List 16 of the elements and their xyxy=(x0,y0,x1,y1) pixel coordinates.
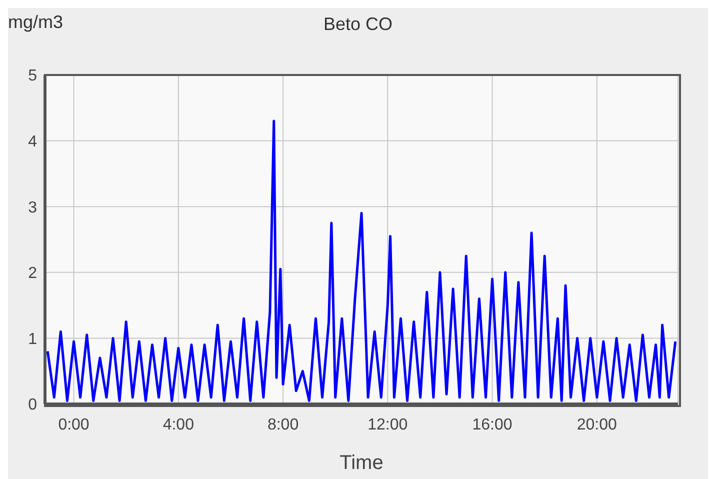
y-tick-label: 4 xyxy=(28,133,38,150)
y-tick-label: 3 xyxy=(28,199,38,216)
y-axis-title: mg/m3 xyxy=(8,12,64,33)
x-tick-label: 12:00 xyxy=(368,416,408,434)
x-tick-label: 0:00 xyxy=(58,416,90,434)
y-tick-label: 5 xyxy=(28,68,38,85)
y-tick-label: 0 xyxy=(28,396,38,414)
x-tick-label: 20:00 xyxy=(576,416,618,434)
x-tick-label: 16:00 xyxy=(472,416,512,434)
x-tick-label: 8:00 xyxy=(267,416,299,434)
x-tick-label: 4:00 xyxy=(162,416,194,434)
chart-title: Beto CO xyxy=(323,14,393,34)
y-tick-label: 1 xyxy=(28,330,38,348)
y-tick-label: 2 xyxy=(28,265,38,282)
x-axis-title: Time xyxy=(340,452,384,474)
line-series xyxy=(46,120,677,402)
